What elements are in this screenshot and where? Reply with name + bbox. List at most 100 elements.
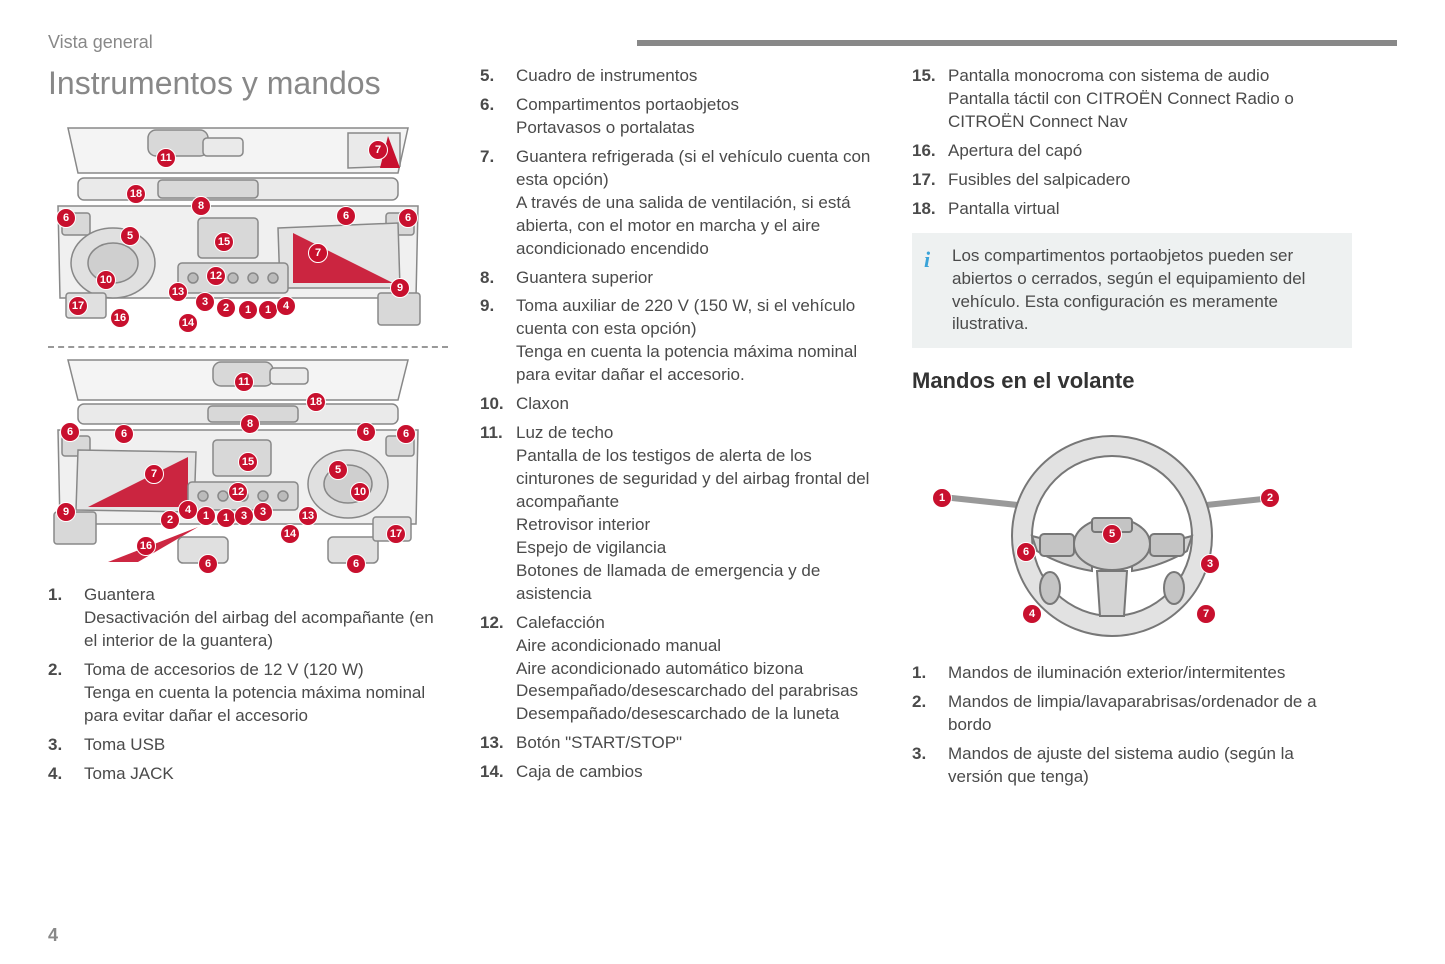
- legend-text: Mandos de ajuste del sistema audio (segú…: [948, 743, 1352, 789]
- callout-marker: 10: [350, 482, 370, 502]
- callout-marker: 6: [336, 206, 356, 226]
- callout-marker: 17: [68, 296, 88, 316]
- callout-marker: 5: [120, 226, 140, 246]
- section-title-wheel: Mandos en el volante: [912, 368, 1352, 394]
- legend-item: 1.Mandos de iluminación exterior/intermi…: [912, 662, 1352, 685]
- legend-text: Pantalla virtual: [948, 198, 1352, 221]
- legend-item: 3.Toma USB: [48, 734, 448, 757]
- page-title: Instrumentos y mandos: [48, 65, 448, 102]
- legend-number: 14.: [480, 761, 516, 784]
- legend-number: 3.: [912, 743, 948, 789]
- callout-marker: 8: [240, 414, 260, 434]
- info-icon: i: [924, 245, 942, 263]
- legend-item: 10.Claxon: [480, 393, 880, 416]
- legend-number: 3.: [48, 734, 84, 757]
- legend-item: 6.Compartimentos portaobjetosPortavasos …: [480, 94, 880, 140]
- legend-item: 2.Toma de accesorios de 12 V (120 W)Teng…: [48, 659, 448, 728]
- legend-text: Pantalla monocroma con sistema de audioP…: [948, 65, 1352, 134]
- legend-number: 15.: [912, 65, 948, 134]
- callout-marker: 4: [276, 296, 296, 316]
- callout-marker: 15: [214, 232, 234, 252]
- callout-marker: 2: [160, 510, 180, 530]
- callout-marker: 6: [356, 422, 376, 442]
- legend-number: 12.: [480, 612, 516, 727]
- legend-text: Toma auxiliar de 220 V (150 W, si el veh…: [516, 295, 880, 387]
- callout-marker: 3: [195, 292, 215, 312]
- callout-marker: 11: [156, 148, 176, 168]
- callout-marker: 7: [144, 464, 164, 484]
- legend-item: 17.Fusibles del salpicadero: [912, 169, 1352, 192]
- callout-marker: 5: [328, 460, 348, 480]
- legend-number: 6.: [480, 94, 516, 140]
- legend-text: Botón "START/STOP": [516, 732, 880, 755]
- legend-item: 18.Pantalla virtual: [912, 198, 1352, 221]
- callout-marker: 16: [136, 536, 156, 556]
- legend-number: 2.: [48, 659, 84, 728]
- steering-wheel-diagram: 1256347: [932, 406, 1312, 646]
- legend-number: 13.: [480, 732, 516, 755]
- callout-marker: 6: [198, 554, 218, 574]
- legend-number: 8.: [480, 267, 516, 290]
- callout-marker: 6: [60, 422, 80, 442]
- legend-number: 5.: [480, 65, 516, 88]
- callout-marker: 9: [390, 278, 410, 298]
- info-text: Los compartimentos portaobjetos pueden s…: [952, 246, 1305, 334]
- legend-text: Claxon: [516, 393, 880, 416]
- callout-marker: 11: [234, 372, 254, 392]
- callout-marker: 1: [216, 508, 236, 528]
- callout-marker: 3: [253, 502, 273, 522]
- legend-item: 3.Mandos de ajuste del sistema audio (se…: [912, 743, 1352, 789]
- callout-marker: 16: [110, 308, 130, 328]
- legend-text: Toma USB: [84, 734, 448, 757]
- callout-marker: 14: [280, 524, 300, 544]
- legend-list-wheel: 1.Mandos de iluminación exterior/intermi…: [912, 662, 1352, 789]
- legend-text: Toma JACK: [84, 763, 448, 786]
- legend-number: 18.: [912, 198, 948, 221]
- breadcrumb: Vista general: [48, 32, 637, 53]
- callout-marker: 3: [234, 506, 254, 526]
- callout-marker: 7: [308, 243, 328, 263]
- legend-number: 10.: [480, 393, 516, 416]
- legend-text: Guantera refrigerada (si el vehículo cue…: [516, 146, 880, 261]
- legend-item: 15.Pantalla monocroma con sistema de aud…: [912, 65, 1352, 134]
- legend-list-2: 5.Cuadro de instrumentos6.Compartimentos…: [480, 65, 880, 784]
- callout-marker: 10: [96, 270, 116, 290]
- legend-number: 4.: [48, 763, 84, 786]
- legend-number: 1.: [48, 584, 84, 653]
- header-bar: [637, 40, 1397, 46]
- info-box: i Los compartimentos portaobjetos pueden…: [912, 233, 1352, 349]
- callout-marker: 13: [298, 506, 318, 526]
- legend-text: Compartimentos portaobjetosPortavasos o …: [516, 94, 880, 140]
- callout-marker: 14: [178, 313, 198, 333]
- legend-item: 8.Guantera superior: [480, 267, 880, 290]
- callout-marker: 4: [178, 500, 198, 520]
- callout-marker: 12: [228, 482, 248, 502]
- callout-marker: 8: [191, 196, 211, 216]
- callout-marker: 13: [168, 282, 188, 302]
- callout-marker: 6: [396, 424, 416, 444]
- diagram-divider: [48, 346, 448, 348]
- legend-number: 11.: [480, 422, 516, 606]
- legend-text: GuanteraDesactivación del airbag del aco…: [84, 584, 448, 653]
- legend-item: 13.Botón "START/STOP": [480, 732, 880, 755]
- legend-text: Fusibles del salpicadero: [948, 169, 1352, 192]
- dashboard-diagram-top: 1171868665157101213321149171614: [48, 118, 428, 338]
- legend-text: Cuadro de instrumentos: [516, 65, 880, 88]
- legend-text: Apertura del capó: [948, 140, 1352, 163]
- legend-text: CalefacciónAire acondicionado manualAire…: [516, 612, 880, 727]
- callout-marker: 2: [216, 298, 236, 318]
- callout-marker: 17: [386, 524, 406, 544]
- legend-item: 2.Mandos de limpia/lavaparabrisas/ordena…: [912, 691, 1352, 737]
- legend-item: 5.Cuadro de instrumentos: [480, 65, 880, 88]
- legend-item: 12.CalefacciónAire acondicionado manualA…: [480, 612, 880, 727]
- legend-number: 16.: [912, 140, 948, 163]
- callout-marker: 9: [56, 502, 76, 522]
- legend-text: Luz de techoPantalla de los testigos de …: [516, 422, 880, 606]
- legend-text: Caja de cambios: [516, 761, 880, 784]
- callout-marker: 6: [114, 424, 134, 444]
- callout-marker: 1: [258, 300, 278, 320]
- callout-marker: 15: [238, 452, 258, 472]
- legend-text: Toma de accesorios de 12 V (120 W)Tenga …: [84, 659, 448, 728]
- legend-list-3: 15.Pantalla monocroma con sistema de aud…: [912, 65, 1352, 221]
- callout-marker: 1: [238, 300, 258, 320]
